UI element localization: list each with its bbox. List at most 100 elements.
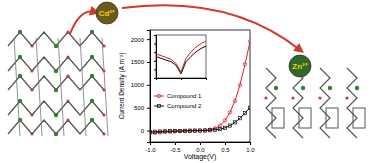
- atom: [54, 132, 58, 136]
- atom: [18, 118, 22, 122]
- marker: [193, 129, 196, 132]
- y-axis: 0 500 1000 1500 2000: [131, 31, 151, 143]
- marker: [218, 128, 221, 131]
- inset-y-tick: [154, 35, 156, 36]
- atom: [18, 30, 22, 34]
- inset-frame: [156, 35, 206, 78]
- marker: [223, 119, 226, 122]
- marker: [183, 129, 186, 132]
- inset-y-tick-mark: [154, 35, 156, 36]
- y-tick-mark: [147, 108, 150, 109]
- inset-x-axis: [157, 78, 207, 80]
- y-tick-label: 1500: [131, 59, 145, 65]
- bond: [102, 38, 108, 136]
- y-tick: 1500: [131, 59, 150, 65]
- atom: [54, 88, 58, 92]
- atom: [90, 118, 94, 122]
- atom: [30, 113, 33, 116]
- atom: [90, 30, 94, 34]
- atom: [328, 86, 332, 90]
- x-tick-label: -0.5: [170, 147, 181, 153]
- x-tick-label: 1.0: [246, 147, 255, 153]
- atom: [54, 44, 58, 48]
- atom: [355, 86, 359, 90]
- x-tick: -0.5: [170, 142, 181, 153]
- x-tick: 1.0: [246, 142, 255, 153]
- x-tick-mark: [200, 142, 201, 145]
- ion-circle: [289, 55, 311, 77]
- atom: [301, 86, 305, 90]
- inset-y-tick-mark: [154, 69, 156, 70]
- marker: [238, 83, 241, 86]
- y-axis-title: Current Density (A m⁻²): [118, 53, 126, 120]
- inset-x-tick: [181, 78, 182, 80]
- y-tick-mark: [147, 85, 150, 86]
- inset-y-tick-mark: [154, 52, 156, 53]
- marker: [218, 124, 221, 127]
- marker: [168, 130, 171, 133]
- marker: [233, 99, 236, 102]
- marker: [158, 130, 161, 133]
- marker: [153, 130, 156, 133]
- marker: [228, 124, 231, 127]
- x-tick-label: -1.0: [145, 147, 156, 153]
- y-tick-mark: [147, 131, 150, 132]
- x-tick-label: 0.5: [221, 147, 230, 153]
- marker: [163, 130, 166, 133]
- x-tick: 0.0: [196, 142, 205, 153]
- inset-x-tick-mark: [206, 78, 207, 80]
- atom: [66, 118, 69, 121]
- arrow: [70, 11, 95, 34]
- atom: [54, 69, 58, 73]
- y-tick: 0: [141, 128, 150, 134]
- y-tick-label: 500: [134, 105, 145, 111]
- x-axis: -1.0 -0.5 0.0 0.5 1.0: [145, 142, 255, 153]
- atom: [30, 88, 33, 91]
- y-tick: 2000: [131, 37, 150, 43]
- canvas: Cd²⁺ Zn²⁺ -1.0 -0.5 0.0 0.5 1.0 0 500 1000 1500 200…: [0, 0, 378, 163]
- atom: [66, 30, 69, 33]
- atom: [18, 99, 22, 103]
- marker: [150, 130, 152, 133]
- atom: [66, 99, 69, 102]
- right-structure: [264, 68, 365, 138]
- y-axis-line: [147, 31, 151, 143]
- y-tick-mark: [147, 39, 150, 40]
- x-tick-mark: [250, 142, 251, 145]
- atom: [102, 113, 105, 116]
- y-tick-label: 1000: [131, 82, 145, 88]
- inset-y-tick-mark: [154, 78, 156, 79]
- x-tick: -1.0: [145, 142, 156, 153]
- y-tick-label: 2000: [131, 37, 145, 43]
- inset-y-tick: [154, 69, 156, 70]
- left-structure: [8, 30, 108, 136]
- atom: [291, 96, 294, 99]
- atom: [66, 74, 69, 77]
- bond: [80, 38, 86, 136]
- marker: [173, 129, 176, 132]
- legend: Compound 1Compound 2: [154, 93, 202, 109]
- y-tick: 1000: [131, 82, 150, 88]
- legend-marker: [157, 94, 160, 97]
- legend-line: [154, 106, 164, 107]
- legend-label: Compound 1: [167, 93, 202, 99]
- atom: [30, 69, 33, 72]
- plot-frame: [150, 30, 250, 142]
- marker: [238, 117, 241, 120]
- x-tick: 0.5: [221, 142, 230, 153]
- bond: [14, 38, 20, 136]
- atom: [90, 55, 94, 59]
- y-tick-mark: [147, 62, 150, 63]
- inset-y-tick: [154, 52, 156, 53]
- atom: [18, 74, 22, 78]
- x-axis-line: [151, 143, 251, 146]
- ion-badge: Cd²⁺: [96, 2, 118, 24]
- legend-marker: [157, 104, 160, 107]
- marker: [203, 129, 206, 132]
- ion-label: Zn²⁺: [292, 62, 307, 71]
- series-line: [156, 41, 206, 72]
- inset-y-tick: [154, 78, 156, 79]
- marker: [198, 129, 201, 132]
- x-axis-title: Voltage(V): [184, 153, 217, 161]
- marker: [168, 130, 171, 133]
